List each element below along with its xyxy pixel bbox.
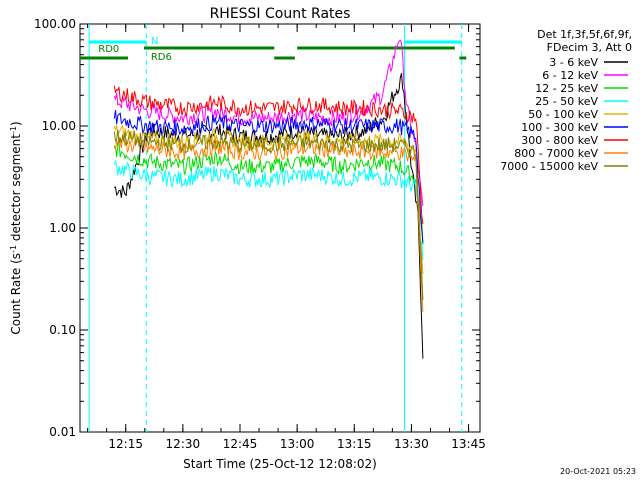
flag-label-rd6: RD6 [151, 52, 172, 63]
legend-entry-label: 50 - 100 keV [528, 108, 598, 121]
y-axis-label: Count Rate (s-1 detector segment-1) [9, 121, 24, 334]
series-line-100-300-kev [113, 110, 424, 243]
series-line-300-800-kev [113, 85, 424, 224]
y-tick-label: 0.01 [49, 425, 76, 439]
legend-entry-label: 6 - 12 keV [542, 69, 598, 82]
chart-title: RHESSI Count Rates [210, 6, 351, 22]
x-tick-label: 12:45 [223, 437, 258, 451]
legend-entry-label: 7000 - 15000 keV [500, 160, 598, 173]
legend-header-line2: FDecim 3, Att 0 [547, 41, 632, 54]
legend-entry-label: 3 - 6 keV [549, 56, 598, 69]
plot-area: 100.00 10.00 1.00 0.10 0.01 12:15 12:30 12:45 13… [34, 17, 486, 451]
series-line-12-25-kev [113, 142, 424, 245]
legend-entry-label: 12 - 25 keV [535, 82, 598, 95]
legend: Det 1f,3f,5f,6f,9f, FDecim 3, Att 0 3 - … [500, 28, 632, 173]
legend-entry-label: 25 - 50 keV [535, 95, 598, 108]
series-line-25-50-kev [113, 159, 424, 261]
legend-header-line1: Det 1f,3f,5f,6f,9f, [537, 28, 632, 41]
x-tick-label: 12:30 [166, 437, 201, 451]
y-tick-label: 10.00 [42, 119, 76, 133]
x-tick-label: 12:15 [108, 437, 143, 451]
x-axis-label: Start Time (25-Oct-12 12:08:02) [183, 457, 377, 471]
x-tick-label: 13:15 [337, 437, 372, 451]
x-tick-label: 13:30 [394, 437, 429, 451]
legend-entry-label: 800 - 7000 keV [514, 147, 598, 160]
footer-timestamp: 20-Oct-2021 05:23 [560, 467, 636, 476]
y-tick-label: 100.00 [34, 17, 76, 31]
flag-label-rd0: RD0 [98, 44, 119, 55]
series-line-6-12-kev [113, 39, 424, 207]
y-tick-label: 1.00 [49, 221, 76, 235]
flag-label-n: N [151, 36, 158, 47]
x-tick-label: 13:00 [280, 437, 315, 451]
x-tick-label: 13:45 [451, 437, 486, 451]
y-tick-label: 0.10 [49, 323, 76, 337]
series-line-7000-15000-kev [113, 129, 424, 301]
legend-entry-label: 100 - 300 keV [521, 121, 598, 134]
legend-entry-label: 300 - 800 keV [521, 134, 598, 147]
series-line-3-6-kev [114, 73, 424, 359]
